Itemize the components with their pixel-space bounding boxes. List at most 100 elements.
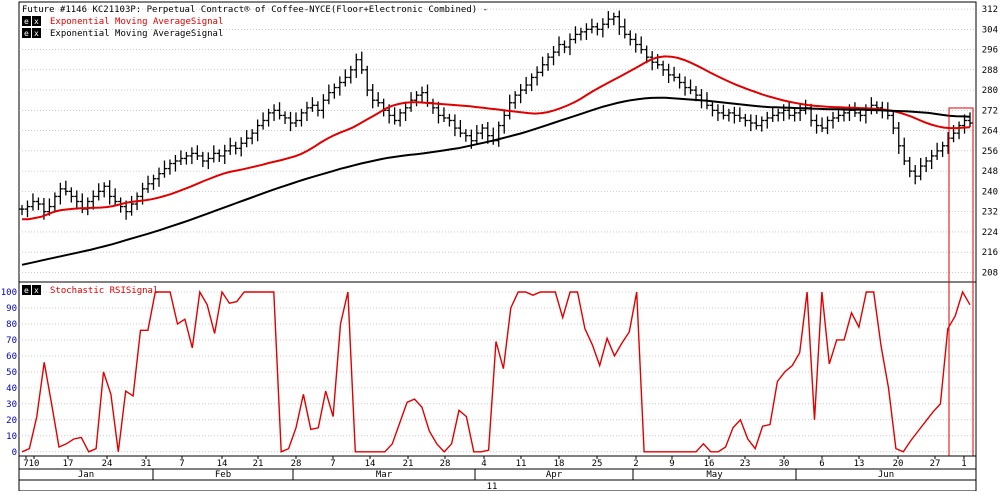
stochastic-rsi-line [21, 289, 971, 453]
price-bar [348, 65, 354, 84]
price-bar [633, 33, 639, 53]
price-bar [331, 83, 337, 99]
price-bar [282, 111, 288, 125]
legend-ema-black-label: Exponential Moving AverageSignal [50, 29, 223, 39]
day-tick-label: 28 [440, 459, 451, 469]
price-bar [277, 102, 283, 120]
price-bar [435, 101, 441, 124]
price-bar [479, 124, 485, 140]
price-bar [172, 154, 178, 172]
stochastic-y-ticks: 0 10 20 30 40 50 60 70 80 90 100 [1, 288, 17, 458]
stochastic-y-tick-label: 60 [6, 352, 17, 362]
price-bar [890, 111, 896, 135]
price-bar [770, 107, 776, 122]
price-y-tick-label: 248 [982, 167, 998, 177]
price-bar [567, 33, 573, 56]
day-tick-label: 18 [554, 459, 565, 469]
price-y-tick-label: 240 [982, 187, 998, 197]
price-bar [35, 197, 41, 211]
price-bar [742, 113, 748, 127]
legend-badge-x [32, 16, 41, 26]
stochastic-series [21, 289, 971, 453]
day-tick-label: 4 [481, 459, 486, 469]
price-bar [874, 101, 880, 114]
price-bar [956, 121, 962, 140]
day-tick-label: 24 [102, 459, 113, 469]
price-bar [129, 195, 135, 216]
price-bar [967, 112, 973, 128]
price-bar [244, 130, 250, 148]
price-bar [649, 51, 655, 71]
price-bar [912, 165, 918, 185]
price-bar [589, 18, 595, 34]
price-bar [929, 149, 935, 170]
price-y-tick-label: 296 [982, 46, 998, 56]
price-bar [441, 107, 447, 122]
price-bar [463, 129, 469, 142]
legend-black: e x Exponential Moving AverageSignal [22, 28, 223, 39]
price-bar [189, 147, 195, 165]
month-label: Jun [878, 470, 894, 480]
price-bar [709, 101, 715, 117]
day-tick-label: 20 [893, 459, 904, 469]
price-y-ticks: 208 216 224 232 240 248 256 264 272 280 288 296 304 3… [982, 5, 998, 278]
price-bar [616, 10, 622, 35]
legend-badge-x [32, 285, 41, 295]
day-tick-label: 10 [29, 459, 40, 469]
price-bar [24, 200, 30, 218]
price-bar [896, 121, 902, 154]
stochastic-y-tick-label: 40 [6, 384, 17, 394]
price-bar [293, 112, 299, 128]
stochastic-panel: 0 10 20 30 40 50 60 70 80 90 100 e x Stochastic RS… [1, 281, 977, 458]
day-tick-label: 7 [23, 459, 28, 469]
price-panel: 208 216 224 232 240 248 256 264 272 280 288 296 304 3… [18, 1, 998, 283]
price-bar [518, 84, 524, 104]
price-bar [178, 150, 184, 166]
price-bar [940, 141, 946, 157]
price-bar [375, 92, 381, 107]
price-bar [797, 104, 803, 121]
price-bar [227, 137, 233, 155]
price-y-tick-label: 256 [982, 147, 998, 157]
price-bar [96, 183, 102, 201]
price-bar [271, 104, 277, 121]
stochastic-y-tick-label: 50 [6, 368, 17, 378]
price-bar [326, 84, 332, 105]
price-bar [792, 108, 798, 122]
svg-text:x: x [34, 29, 39, 38]
month-label: Apr [546, 470, 563, 480]
price-bar [857, 108, 863, 122]
day-tick-label: 1 [961, 459, 966, 469]
price-bar [156, 167, 162, 187]
price-bars [19, 10, 973, 220]
price-bar [682, 76, 688, 96]
stochastic-y-tick-label: 100 [1, 288, 17, 298]
price-bar [392, 107, 398, 125]
price-bar [934, 142, 940, 160]
stochastic-y-tick-label: 10 [6, 432, 17, 442]
price-bar [677, 73, 683, 89]
day-tick-label: 28 [291, 459, 302, 469]
price-bar [786, 102, 792, 120]
price-bar [397, 108, 403, 127]
price-bar [233, 141, 239, 155]
day-tick-label: 17 [63, 459, 74, 469]
day-tick-label: 23 [740, 459, 751, 469]
price-bar [825, 116, 831, 135]
price-bar [288, 111, 294, 132]
price-bar [814, 114, 820, 134]
price-y-tick-label: 224 [982, 228, 998, 238]
price-y-tick-label: 216 [982, 248, 998, 258]
day-tick-label: 14 [365, 459, 376, 469]
price-bar [304, 101, 310, 121]
svg-text:x: x [34, 17, 39, 26]
price-bar [759, 116, 765, 132]
price-y-tick-label: 304 [982, 25, 998, 35]
month-label: Jan [78, 470, 94, 480]
price-bar [775, 108, 781, 122]
price-bar [238, 137, 244, 157]
price-bar [666, 63, 672, 84]
day-tick-label: 7 [179, 459, 184, 469]
price-bar [545, 53, 551, 71]
price-bar [726, 108, 732, 122]
